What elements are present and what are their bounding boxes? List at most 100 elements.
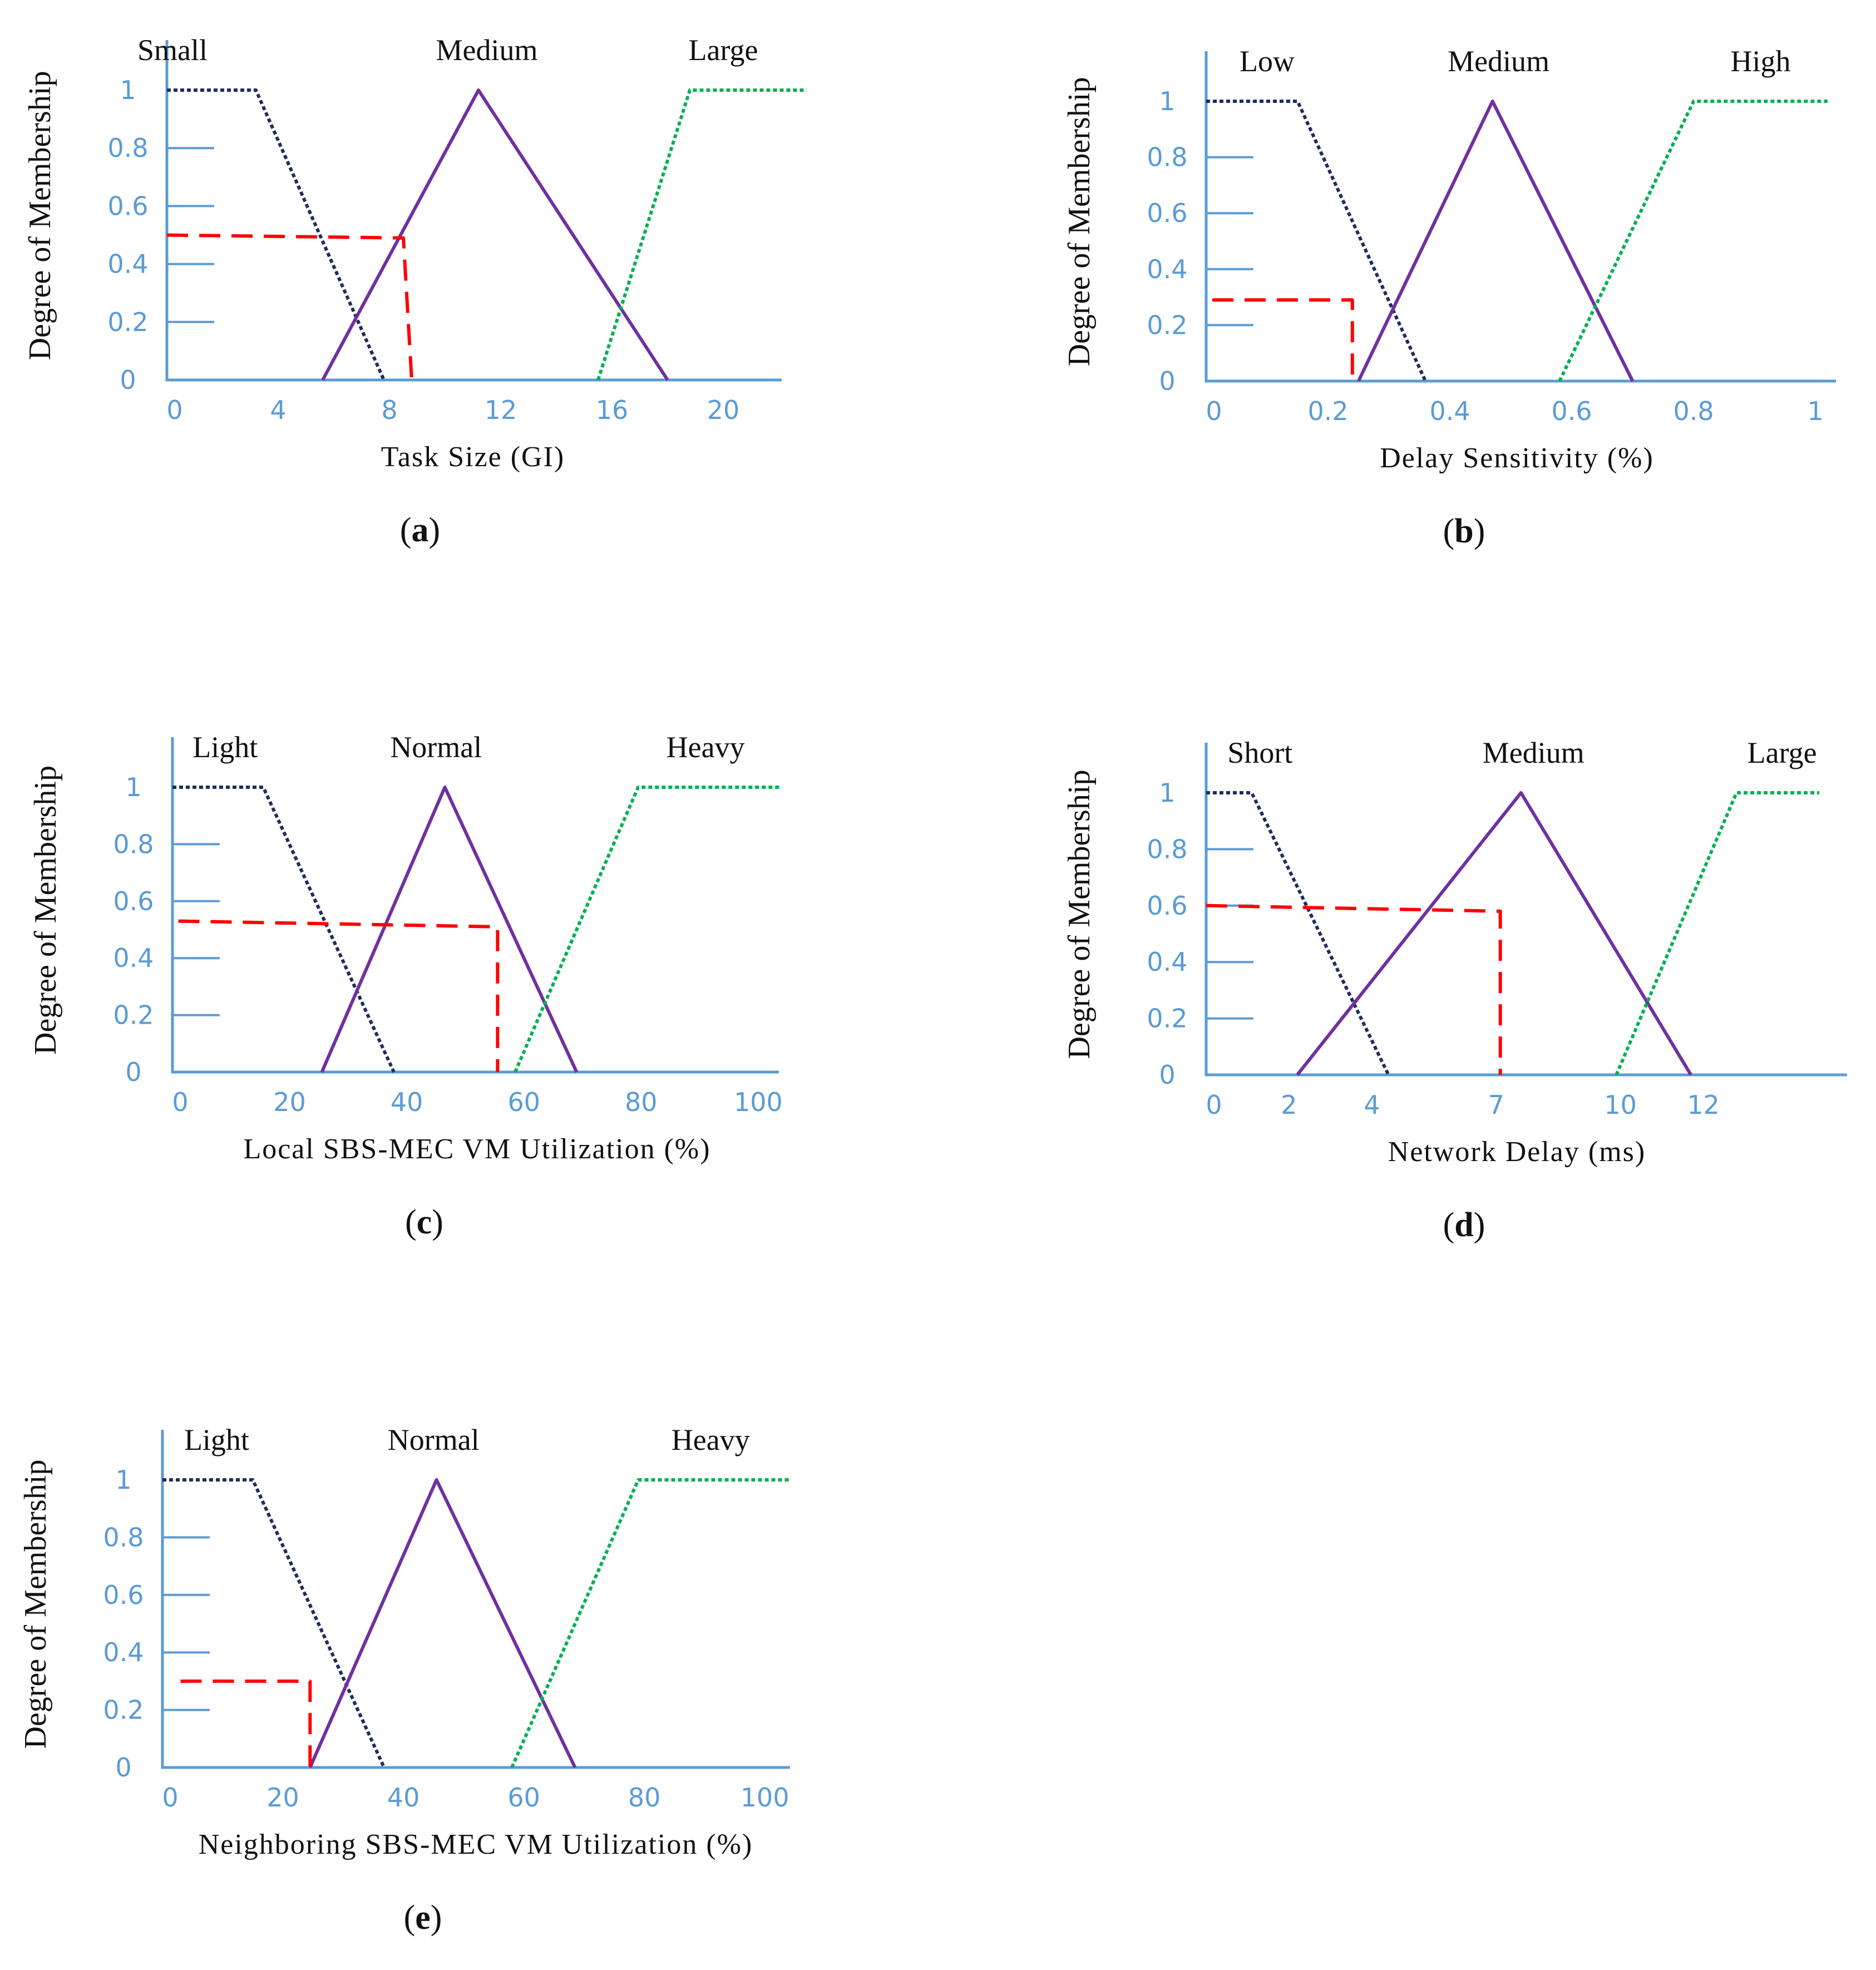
y-tick-label: 0.4: [1147, 254, 1187, 284]
y-tick-label: 0.4: [107, 249, 148, 279]
x-tick-label: 8: [381, 395, 397, 425]
term-label-medium: Medium: [1448, 45, 1549, 78]
y-tick-label: 0.2: [103, 1695, 144, 1725]
y-tick-label: 0: [125, 1057, 141, 1087]
x-tick-label: 100: [740, 1783, 789, 1813]
x-tick-label: 0: [162, 1783, 178, 1813]
x-tick-label: 0: [1206, 1090, 1222, 1120]
y-axis-title: Degree of Membership: [18, 1460, 53, 1749]
x-tick-label: 60: [507, 1783, 540, 1813]
x-tick-label: 60: [507, 1087, 540, 1117]
series-normal-line: [320, 786, 579, 1073]
x-tick-label: 0: [1206, 396, 1222, 426]
series-medium-line: [1357, 100, 1635, 382]
term-label-large: Large: [689, 33, 758, 67]
y-tick-label: 0.6: [103, 1580, 144, 1610]
term-label-low: Low: [1240, 45, 1295, 78]
panel-e: 0 0.2 0.4 0.6 0.8 1 0 20 40 60 80 100 Light Normal Hea…: [18, 1423, 790, 1937]
y-tick-label: 0.2: [107, 307, 148, 337]
term-label-heavy: Heavy: [667, 730, 745, 764]
y-tick-label: 0.6: [113, 886, 154, 916]
x-tick-label: 10: [1604, 1090, 1637, 1120]
y-axis-title: Degree of Membership: [1062, 77, 1097, 367]
series-short-line: [1206, 791, 1390, 1076]
y-tick-label: 0.6: [1147, 198, 1187, 228]
series-large-line: [1615, 791, 1820, 1076]
x-tick-label: 4: [1364, 1090, 1380, 1120]
series-input-line: [178, 919, 500, 1072]
series-low-line: [1206, 100, 1427, 382]
series-input-line: [1212, 298, 1354, 381]
term-label-large: Large: [1747, 736, 1817, 769]
y-tick-label: 1: [1159, 86, 1175, 116]
x-tick-label: 0.8: [1673, 396, 1714, 426]
x-axis-title: Delay Sensitivity (%): [1380, 442, 1654, 474]
x-axis-title: Local SBS-MEC VM Utilization (%): [243, 1133, 710, 1165]
series-normal-line: [308, 1478, 577, 1769]
series-high-line: [1558, 100, 1828, 382]
y-tick-label: 0: [115, 1752, 131, 1783]
y-tick-label: 0.6: [1147, 891, 1187, 921]
series-large-line: [596, 88, 807, 381]
y-tick-label: 0.4: [113, 943, 154, 973]
term-label-short: Short: [1227, 736, 1292, 769]
x-tick-label: 80: [628, 1783, 661, 1813]
y-tick-label: 1: [125, 772, 141, 802]
x-tick-label: 2: [1281, 1090, 1297, 1120]
series-input-line: [166, 233, 413, 381]
series-small-line: [167, 88, 386, 381]
term-label-medium: Medium: [436, 33, 538, 67]
y-tick-label: 0: [1159, 366, 1175, 396]
y-tick-label: 1: [1159, 778, 1175, 808]
y-tick-label: 1: [115, 1465, 131, 1495]
y-tick-label: 0.2: [113, 1000, 154, 1030]
x-tick-label: 100: [734, 1087, 783, 1117]
series-light-line: [162, 1478, 386, 1769]
series-heavy-line: [510, 1478, 789, 1769]
y-tick-label: 0.4: [103, 1637, 144, 1667]
term-label-light: Light: [184, 1423, 249, 1456]
series-input-line: [1206, 903, 1502, 1075]
y-axis-title: Degree of Membership: [23, 71, 57, 361]
x-tick-label: 7: [1488, 1090, 1504, 1120]
panel-caption: (d): [1443, 1206, 1485, 1244]
x-tick-label: 0.6: [1551, 396, 1592, 426]
x-axis-title: Task Size (GI): [381, 441, 565, 473]
panel-a: 0 0.2 0.4 0.6 0.8 1 0 4 8 12 16 20 Small Medium Large T…: [23, 33, 807, 549]
series-heavy-line: [514, 786, 782, 1073]
y-tick-label: 0.8: [113, 829, 154, 859]
panel-caption: (a): [400, 511, 440, 549]
y-tick-label: 0.6: [107, 191, 148, 221]
series-medium-line: [321, 88, 669, 381]
series-light-line: [172, 786, 396, 1073]
x-tick-label: 12: [1687, 1090, 1720, 1120]
term-label-medium: Medium: [1483, 736, 1584, 769]
y-tick-label: 0.8: [1147, 834, 1187, 864]
x-axis-title: Neighboring SBS-MEC VM Utilization (%): [199, 1829, 753, 1860]
x-tick-label: 0: [166, 395, 182, 425]
x-tick-label: 4: [270, 395, 286, 425]
series-medium-line: [1296, 791, 1692, 1076]
series-input-line: [180, 1679, 312, 1767]
panel-b: 0 0.2 0.4 0.6 0.8 1 0 0.2 0.4 0.6 0.8 1 Low Medium Hig…: [1062, 45, 1836, 550]
y-tick-label: 0.4: [1147, 947, 1187, 977]
x-tick-label: 0: [172, 1087, 188, 1117]
term-label-heavy: Heavy: [672, 1423, 750, 1456]
x-tick-label: 40: [387, 1783, 420, 1813]
panel-caption: (b): [1443, 512, 1485, 550]
x-tick-label: 20: [707, 395, 740, 425]
x-tick-label: 1: [1807, 396, 1823, 426]
y-tick-label: 0: [1159, 1060, 1175, 1090]
y-tick-label: 1: [120, 75, 136, 105]
y-tick-label: 0.8: [103, 1522, 144, 1552]
x-tick-label: 80: [625, 1087, 658, 1117]
term-label-light: Light: [192, 730, 258, 764]
y-tick-label: 0.8: [107, 133, 148, 163]
term-label-normal: Normal: [388, 1423, 480, 1456]
y-tick-label: 0.8: [1147, 142, 1187, 172]
x-tick-label: 20: [273, 1087, 306, 1117]
term-label-small: Small: [137, 33, 208, 67]
x-tick-label: 0.2: [1307, 396, 1348, 426]
